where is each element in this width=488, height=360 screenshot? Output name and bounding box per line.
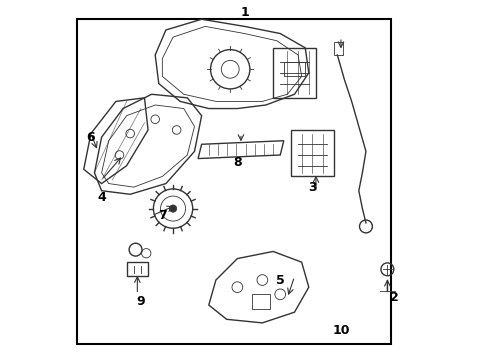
Circle shape bbox=[169, 205, 176, 212]
Text: 3: 3 bbox=[307, 181, 316, 194]
Text: 10: 10 bbox=[331, 324, 349, 337]
Text: 6: 6 bbox=[86, 131, 95, 144]
Text: 2: 2 bbox=[389, 291, 398, 305]
Text: 1: 1 bbox=[240, 6, 248, 19]
Text: 5: 5 bbox=[275, 274, 284, 287]
Text: 4: 4 bbox=[97, 192, 106, 204]
Text: 9: 9 bbox=[136, 295, 145, 308]
Text: 8: 8 bbox=[233, 156, 241, 168]
Text: 7: 7 bbox=[158, 209, 166, 222]
